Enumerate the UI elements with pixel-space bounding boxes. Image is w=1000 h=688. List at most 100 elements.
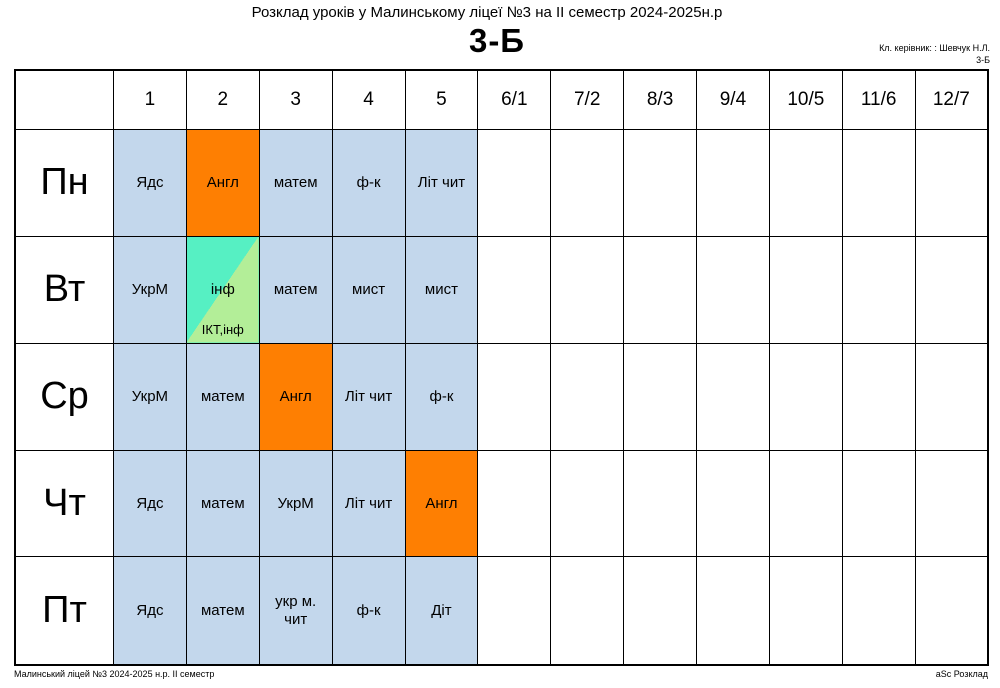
- lesson-cell: УкрМ: [258, 449, 333, 558]
- lesson-subject: матем: [200, 388, 245, 406]
- lesson-cell: ф-к: [331, 556, 406, 666]
- lesson-subject: Літ чит: [344, 388, 393, 406]
- empty-cell: [768, 556, 843, 666]
- empty-cell: [550, 449, 625, 558]
- lesson-subject: УкрМ: [131, 281, 169, 299]
- lesson-cell: ф-к: [331, 129, 406, 237]
- empty-cell: [550, 235, 625, 344]
- lesson-group-1: інф: [210, 280, 235, 298]
- empty-cell: [477, 449, 552, 558]
- lesson-cell: УкрМ: [113, 342, 187, 451]
- empty-cell: [477, 342, 552, 451]
- empty-cell: [550, 342, 625, 451]
- lesson-subject: матем: [273, 174, 318, 192]
- day-label: Пн: [14, 129, 114, 237]
- lesson-subject: Літ чит: [417, 174, 466, 192]
- empty-cell: [623, 449, 697, 558]
- empty-cell: [696, 342, 770, 451]
- lesson-subject: матем: [200, 602, 245, 620]
- empty-cell: [914, 556, 989, 666]
- empty-cell: [623, 342, 697, 451]
- lesson-subject: ф-к: [429, 388, 454, 406]
- empty-cell: [696, 129, 770, 237]
- empty-cell: [841, 129, 916, 237]
- empty-cell: [841, 449, 916, 558]
- empty-cell: [623, 556, 697, 666]
- day-row: Ср УкрМ матем Англ Літ чит ф-к: [14, 342, 989, 451]
- lesson-cell: матем: [258, 235, 333, 344]
- period-header: 11/6: [841, 69, 916, 130]
- period-header: 7/2: [550, 69, 625, 130]
- lesson-cell: мист: [404, 235, 479, 344]
- empty-cell: [696, 556, 770, 666]
- lesson-cell: матем: [185, 556, 260, 666]
- teacher-class: 3-Б: [976, 55, 990, 65]
- lesson-subject: Англ: [206, 174, 239, 192]
- empty-cell: [768, 342, 843, 451]
- empty-cell: [914, 449, 989, 558]
- day-row: Пт Ядс матем укр м. чит ф-к Діт: [14, 556, 989, 666]
- lesson-cell: Ядс: [113, 556, 187, 666]
- lesson-subject: укр м. чит: [275, 592, 317, 628]
- footer-app-name: aSc Розклад: [935, 669, 988, 679]
- period-header-row: 1 2 3 4 5 6/1 7/2 8/3 9/4 10/5 11/6 12/7: [14, 69, 989, 130]
- empty-cell: [623, 235, 697, 344]
- corner-cell: [14, 69, 114, 130]
- lesson-subject: ф-к: [356, 602, 381, 620]
- lesson-subject: Ядс: [136, 494, 164, 512]
- period-header: 6/1: [477, 69, 552, 130]
- timetable: 1 2 3 4 5 6/1 7/2 8/3 9/4 10/5 11/6 12/7…: [14, 69, 989, 666]
- lesson-subject: Діт: [431, 602, 452, 620]
- lesson-subject: Англ: [425, 494, 458, 512]
- class-teacher: Кл. керівник: : Шевчук Н.Л. 3-Б: [879, 42, 990, 66]
- lesson-subject: УкрМ: [131, 388, 169, 406]
- empty-cell: [550, 556, 625, 666]
- lesson-subject: матем: [273, 281, 318, 299]
- lesson-cell-split: інф ІКТ,інф: [185, 235, 260, 344]
- empty-cell: [623, 129, 697, 237]
- empty-cell: [477, 129, 552, 237]
- lesson-cell: матем: [185, 342, 260, 451]
- lesson-subject: ф-к: [356, 174, 381, 192]
- empty-cell: [477, 235, 552, 344]
- lesson-subject: матем: [200, 494, 245, 512]
- lesson-cell: мист: [331, 235, 406, 344]
- day-row: Чт Ядс матем УкрМ Літ чит Англ: [14, 449, 989, 558]
- lesson-cell: Літ чит: [331, 449, 406, 558]
- lesson-subject: УкрМ: [277, 494, 314, 512]
- empty-cell: [477, 556, 552, 666]
- lesson-subject: мист: [424, 281, 458, 299]
- empty-cell: [841, 342, 916, 451]
- period-header: 9/4: [696, 69, 770, 130]
- period-header: 4: [331, 69, 406, 130]
- lesson-cell: Ядс: [113, 129, 187, 237]
- empty-cell: [914, 235, 989, 344]
- empty-cell: [696, 449, 770, 558]
- lesson-cell: матем: [258, 129, 333, 237]
- lesson-cell: Діт: [404, 556, 479, 666]
- lesson-cell: Англ: [258, 342, 333, 451]
- teacher-label: Кл. керівник: : Шевчук Н.Л.: [879, 43, 990, 53]
- empty-cell: [768, 449, 843, 558]
- period-header: 8/3: [623, 69, 697, 130]
- period-header: 3: [258, 69, 333, 130]
- day-label: Ср: [14, 342, 114, 451]
- day-row: Пн Ядс Англ матем ф-к Літ чит: [14, 129, 989, 237]
- page-title: Розклад уроків у Малинському ліцеї №3 на…: [251, 4, 723, 21]
- lesson-cell: Літ чит: [331, 342, 406, 451]
- lesson-cell: Літ чит: [404, 129, 479, 237]
- lesson-cell: Англ: [404, 449, 479, 558]
- lesson-cell: Англ: [185, 129, 260, 237]
- lesson-cell: укр м. чит: [258, 556, 333, 666]
- lesson-cell: ф-к: [404, 342, 479, 451]
- lesson-cell: матем: [185, 449, 260, 558]
- empty-cell: [768, 235, 843, 344]
- day-label: Пт: [14, 556, 114, 666]
- empty-cell: [914, 129, 989, 237]
- day-label: Вт: [14, 235, 114, 344]
- empty-cell: [696, 235, 770, 344]
- empty-cell: [550, 129, 625, 237]
- empty-cell: [841, 235, 916, 344]
- period-header: 2: [185, 69, 260, 130]
- day-label: Чт: [14, 449, 114, 558]
